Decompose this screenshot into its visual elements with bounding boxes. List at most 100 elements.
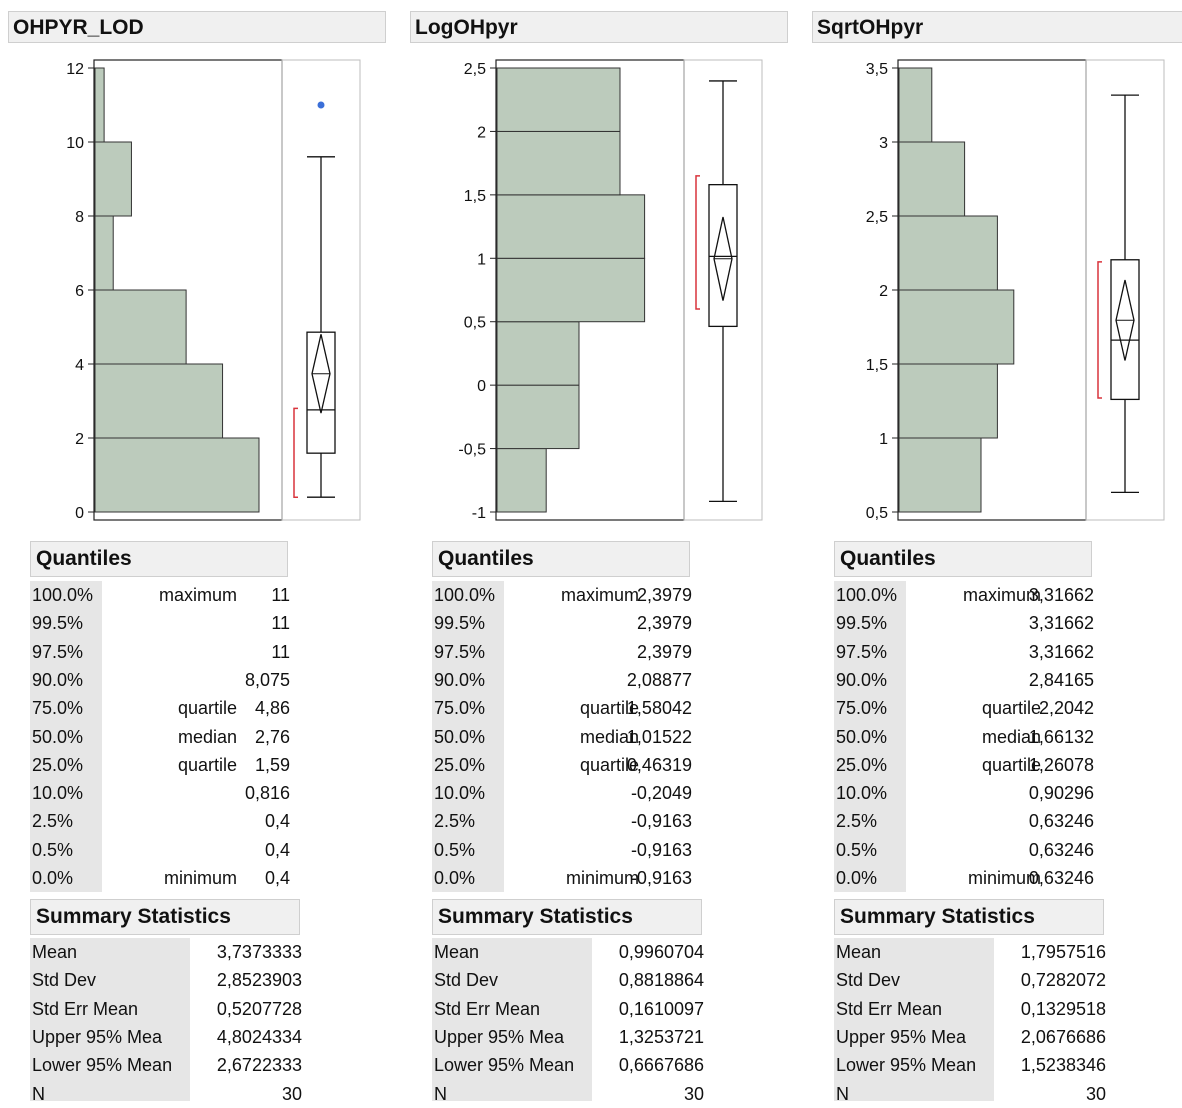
quantile-pct-column-bg bbox=[834, 581, 906, 893]
quantile-label: maximum bbox=[158, 585, 237, 605]
quantile-value: 11 bbox=[271, 641, 290, 662]
quantile-value: 0,63246 bbox=[1028, 868, 1094, 888]
summary-label: N bbox=[32, 1083, 45, 1104]
summary-label: Std Err Mean bbox=[434, 998, 541, 1019]
histogram-bar bbox=[898, 67, 933, 143]
quantile-percent: 75.0% bbox=[836, 698, 888, 719]
histogram-bar bbox=[496, 384, 580, 450]
summary-value: 2,6722333 bbox=[216, 1055, 302, 1076]
panel-title[interactable]: OHPYR_LOD bbox=[8, 11, 386, 43]
quantile-value: 11 bbox=[271, 613, 290, 634]
summary-value: 0,1610097 bbox=[618, 998, 704, 1019]
quantile-row: 2.5% 0,4 bbox=[30, 807, 330, 835]
histogram-boxplot-chart: -1 -0,5 0 0,5 1 1,5 2 2,5 bbox=[458, 59, 763, 522]
summary-label: Std Dev bbox=[836, 970, 901, 991]
y-tick-label: 1,5 bbox=[866, 357, 888, 374]
y-tick-label: 8 bbox=[75, 209, 84, 226]
quantile-percent: 0.0% bbox=[32, 868, 74, 888]
quantile-percent: 75.0% bbox=[32, 698, 84, 719]
quantile-value: 1,58042 bbox=[626, 698, 692, 719]
quantile-percent: 90.0% bbox=[32, 669, 84, 690]
quantiles-header[interactable]: Quantiles bbox=[834, 541, 1092, 577]
summary-row: Std Err Mean 0,1610097 bbox=[432, 995, 732, 1023]
summary-value: 1,7957516 bbox=[1020, 942, 1106, 962]
quantiles-header[interactable]: Quantiles bbox=[432, 541, 690, 577]
y-tick-label: 4 bbox=[75, 357, 84, 374]
quantile-row: 0.0% minimum 0,63246 bbox=[834, 864, 1134, 892]
summary-value: 2,0676686 bbox=[1020, 1026, 1106, 1047]
y-tick-label: 0 bbox=[75, 505, 84, 522]
quantile-row: 90.0% 2,08877 bbox=[432, 666, 732, 694]
quantiles-header[interactable]: Quantiles bbox=[30, 541, 288, 577]
summary-row: Upper 95% Mea 1,3253721 bbox=[432, 1023, 732, 1051]
quantile-percent: 25.0% bbox=[434, 754, 486, 775]
quantile-percent: 97.5% bbox=[434, 641, 486, 662]
panel-title[interactable]: LogOHpyr bbox=[410, 11, 788, 43]
quantile-row: 75.0% quartile 1,58042 bbox=[432, 694, 732, 722]
quantile-percent: 99.5% bbox=[434, 613, 486, 634]
quantile-value: 0,63246 bbox=[1028, 839, 1094, 860]
summary-statistics-header[interactable]: Summary Statistics bbox=[30, 899, 300, 935]
quantile-value: 2,3979 bbox=[636, 641, 692, 662]
histogram-bar bbox=[496, 257, 646, 323]
y-tick-label: -1 bbox=[472, 505, 486, 522]
summary-statistics-header[interactable]: Summary Statistics bbox=[834, 899, 1104, 935]
quantile-row: 100.0% maximum 2,3979 bbox=[432, 581, 732, 609]
quantile-label: quartile bbox=[981, 754, 1041, 775]
quantile-row: 10.0% 0,90296 bbox=[834, 779, 1134, 807]
y-tick-label: 1 bbox=[477, 251, 486, 268]
histogram-bar bbox=[496, 448, 547, 513]
quantile-row: 50.0% median 1,66132 bbox=[834, 723, 1134, 751]
summary-label: Lower 95% Mean bbox=[836, 1055, 977, 1076]
summary-value: 0,6667686 bbox=[618, 1055, 704, 1076]
summary-value: 1,5238346 bbox=[1020, 1055, 1106, 1076]
quantile-label: quartile bbox=[177, 754, 237, 775]
quantile-row: 75.0% quartile 2,2042 bbox=[834, 694, 1134, 722]
panel-title[interactable]: SqrtOHpyr bbox=[812, 11, 1182, 43]
iqr-box bbox=[306, 331, 336, 454]
quantile-value: 0,90296 bbox=[1028, 783, 1094, 804]
quantile-row: 25.0% quartile 1,26078 bbox=[834, 751, 1134, 779]
summary-label: Std Dev bbox=[434, 970, 499, 991]
quantile-row: 97.5% 3,31662 bbox=[834, 638, 1134, 666]
quantile-percent: 0.5% bbox=[434, 839, 476, 860]
quantile-value: 1,59 bbox=[254, 754, 290, 775]
iqr-box bbox=[708, 184, 738, 328]
boxplot-frame bbox=[683, 59, 763, 521]
quantile-label: minimum bbox=[565, 868, 639, 888]
summary-label: Mean bbox=[32, 942, 78, 962]
histogram-bar bbox=[898, 363, 998, 439]
quantile-row: 0.5% 0,63246 bbox=[834, 836, 1134, 864]
summary-value: 4,8024334 bbox=[216, 1026, 302, 1047]
histogram-bar bbox=[898, 289, 1015, 365]
mean-diamond bbox=[311, 334, 331, 414]
quantile-value: 3,31662 bbox=[1028, 641, 1094, 662]
histogram-bar bbox=[496, 130, 621, 196]
summary-label-column-bg bbox=[432, 938, 592, 1101]
summary-value: 1,3253721 bbox=[618, 1026, 704, 1047]
quantile-label: quartile bbox=[579, 698, 639, 719]
quantile-value: -0,9163 bbox=[630, 868, 692, 888]
quantile-row: 2.5% 0,63246 bbox=[834, 807, 1134, 835]
summary-row: Std Dev 2,8523903 bbox=[30, 966, 330, 994]
distribution-panel-ohpyr-lod: OHPYR_LOD 0 2 4 6 8 10 12 Quantiles 100.0% maxi… bbox=[8, 0, 400, 1104]
quantile-row: 0.5% 0,4 bbox=[30, 836, 330, 864]
quantile-percent: 75.0% bbox=[434, 698, 486, 719]
histogram-bar bbox=[94, 437, 260, 513]
quantile-row: 0.0% minimum 0,4 bbox=[30, 864, 330, 892]
y-tick-label: 10 bbox=[66, 135, 84, 152]
quantile-percent: 2.5% bbox=[32, 811, 74, 832]
histogram-bar bbox=[94, 363, 224, 439]
histogram-boxplot-chart: 0 2 4 6 8 10 12 bbox=[66, 59, 361, 522]
quantile-label: maximum bbox=[962, 585, 1041, 605]
quantile-row: 10.0% -0,2049 bbox=[432, 779, 732, 807]
quantile-value: -0,2049 bbox=[630, 783, 692, 804]
quantile-percent: 90.0% bbox=[434, 669, 486, 690]
quantile-value: 2,2042 bbox=[1038, 698, 1094, 719]
quantile-percent: 90.0% bbox=[836, 669, 888, 690]
summary-row: Lower 95% Mean 1,5238346 bbox=[834, 1051, 1134, 1079]
summary-statistics-header[interactable]: Summary Statistics bbox=[432, 899, 702, 935]
histogram-bar bbox=[94, 289, 187, 365]
quantile-row: 90.0% 2,84165 bbox=[834, 666, 1134, 694]
histogram-bar bbox=[898, 141, 966, 217]
